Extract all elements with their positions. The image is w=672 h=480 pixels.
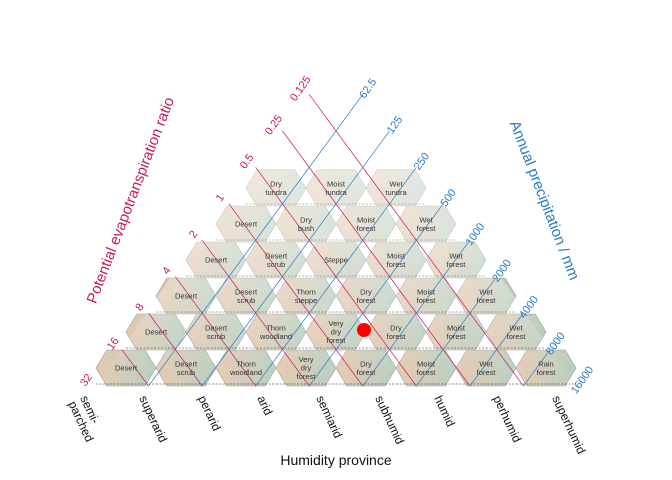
cell-label: Desert <box>175 292 198 301</box>
humidity-province-label: perhumid <box>490 393 524 444</box>
cell-label: Thorn woodland <box>229 359 262 377</box>
pet-grid-line <box>282 130 471 387</box>
precipitation-tick-label: 62.5 <box>357 77 379 101</box>
humidity-province-label: arid <box>254 393 275 417</box>
cell-label: Moist forest <box>417 287 437 305</box>
precipitation-grid-line <box>148 94 364 387</box>
cell-label: Desert <box>115 364 138 373</box>
pet-tick-label: 0.5 <box>238 152 257 171</box>
humidity-province-label: superarid <box>136 393 170 444</box>
cell-labels: Dry tundra Moist tundra Wet tundra Desert Dry bu… <box>115 179 556 381</box>
cell-label: Thorn woodland <box>259 323 292 341</box>
cell-label: Desert <box>235 220 258 229</box>
humidity-province-label: perarid <box>195 393 223 433</box>
precipitation-grid-line <box>523 349 551 387</box>
cell-label: Wet forest <box>507 323 527 341</box>
pet-axis-title: Potential evapotranspiration ratio <box>84 95 178 306</box>
cell-label: Wet tundra <box>385 179 407 197</box>
cell-label: Desert scrub <box>235 287 258 305</box>
pet-grid-line <box>175 276 256 387</box>
precipitation-grid-line <box>201 130 390 387</box>
humidity-province-label: semi-parched <box>65 393 108 444</box>
pet-grid-line <box>228 203 364 387</box>
humidity-province-label: subhumid <box>372 393 407 446</box>
pet-tick-label: 0.125 <box>288 74 314 103</box>
precipitation-tick-label: 4000 <box>517 294 541 321</box>
cell-label: Moist forest <box>447 323 467 341</box>
precipitation-tick-label: 2000 <box>490 257 514 284</box>
precipitation-tick-label: 1000 <box>463 221 487 248</box>
cell-label: Steppe <box>324 256 348 265</box>
cell-label: Dry forest <box>357 287 377 305</box>
humidity-province-label: humid <box>431 393 458 429</box>
cell-label: Wet forest <box>447 251 467 269</box>
cell-label: Moist tundra <box>325 179 347 197</box>
pet-tick-label: 32 <box>78 372 95 389</box>
cell-label: Wet forest <box>477 287 497 305</box>
cell-label: Desert scrub <box>265 251 288 269</box>
cell-label: Very dry forest <box>327 319 347 345</box>
marker-point <box>357 323 371 337</box>
cell-label: Moist forest <box>357 215 377 233</box>
marker-layer <box>357 323 371 337</box>
pet-tick-label: 16 <box>105 335 122 352</box>
cell-label: Desert scrub <box>175 359 198 377</box>
pet-tick-label: 4 <box>160 265 173 277</box>
cell-label: Dry forest <box>357 359 377 377</box>
cell-label: Desert <box>145 328 168 337</box>
pet-tick-label: 2 <box>187 229 200 241</box>
humidity-province-label: semiarid <box>313 393 345 440</box>
cell-label: Dry bush <box>298 215 314 233</box>
cell-label: Desert <box>205 256 228 265</box>
pet-tick-label: 8 <box>133 301 146 313</box>
pet-tick-label: 1 <box>214 192 227 204</box>
pet-tick-label: 0.25 <box>263 113 285 137</box>
precipitation-grid-line <box>255 167 417 387</box>
cell-label: Dry forest <box>387 323 407 341</box>
precipitation-axis-title: Annual precipitation / mm <box>506 118 583 282</box>
cell-label: Wet forest <box>477 359 497 377</box>
humidity-province-label: superhumid <box>549 393 588 456</box>
precipitation-grid-line <box>362 240 471 387</box>
pet-grid-line <box>121 349 149 387</box>
cell-label: Moist forest <box>417 359 437 377</box>
cell-label: Thorn steppe <box>295 287 318 305</box>
precipitation-grid-line <box>469 312 524 387</box>
humidity-axis-title: Humidity province <box>280 452 391 468</box>
grid-lines <box>121 94 551 387</box>
cell-label: Moist forest <box>387 251 407 269</box>
cell-label: Rain forest <box>537 359 557 377</box>
cell-label: Desert scrub <box>205 323 228 341</box>
precipitation-grid-line <box>416 276 497 387</box>
cell-label: Wet forest <box>417 215 437 233</box>
precipitation-grid-line <box>308 203 444 387</box>
cell-label: Very dry forest <box>297 355 317 381</box>
cell-label: Dry tundra <box>265 179 287 197</box>
